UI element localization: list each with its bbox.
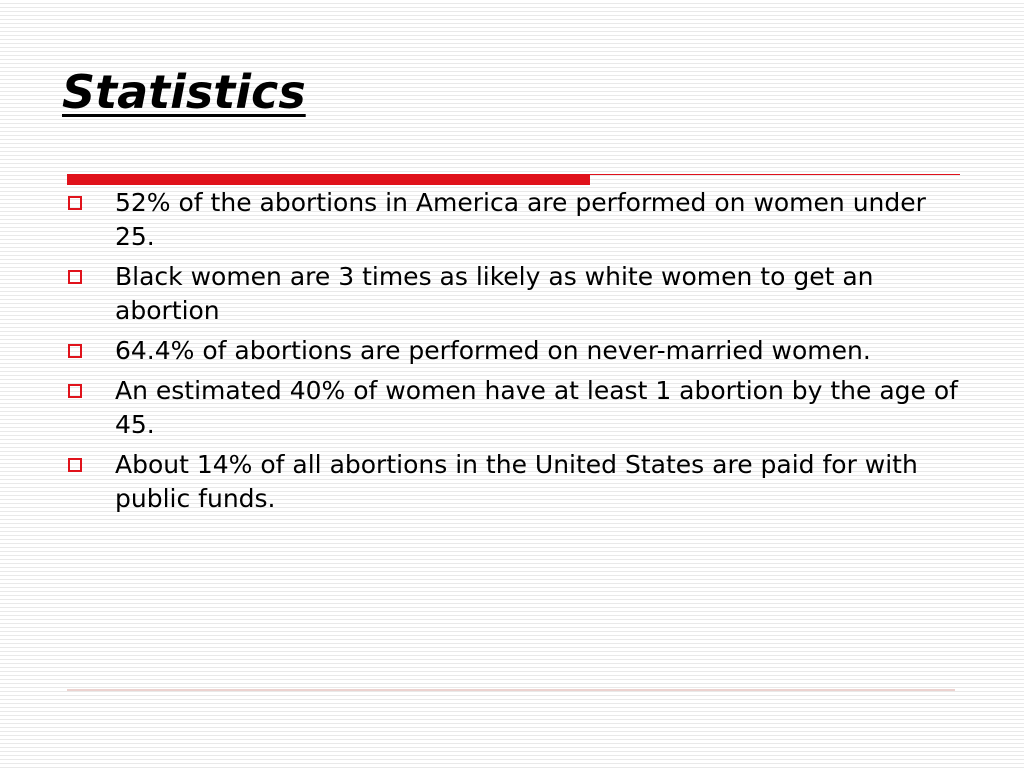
square-bullet-icon xyxy=(68,458,82,472)
bullet-item: About 14% of all abortions in the United… xyxy=(66,448,966,516)
bullet-text: About 14% of all abortions in the United… xyxy=(115,450,918,513)
bullet-item: 64.4% of abortions are performed on neve… xyxy=(66,334,966,368)
title-accent-bar xyxy=(67,174,590,185)
bullet-list: 52% of the abortions in America are perf… xyxy=(66,186,966,522)
bullet-text: Black women are 3 times as likely as whi… xyxy=(115,262,874,325)
bullet-text: An estimated 40% of women have at least … xyxy=(115,376,958,439)
footer-divider-line xyxy=(67,689,955,691)
bullet-item: An estimated 40% of women have at least … xyxy=(66,374,966,442)
slide-title: Statistics xyxy=(62,65,306,119)
bullet-text: 64.4% of abortions are performed on neve… xyxy=(115,336,871,365)
square-bullet-icon xyxy=(68,384,82,398)
square-bullet-icon xyxy=(68,270,82,284)
bullet-item: Black women are 3 times as likely as whi… xyxy=(66,260,966,328)
bullet-text: 52% of the abortions in America are perf… xyxy=(115,188,926,251)
square-bullet-icon xyxy=(68,196,82,210)
bullet-item: 52% of the abortions in America are perf… xyxy=(66,186,966,254)
square-bullet-icon xyxy=(68,344,82,358)
